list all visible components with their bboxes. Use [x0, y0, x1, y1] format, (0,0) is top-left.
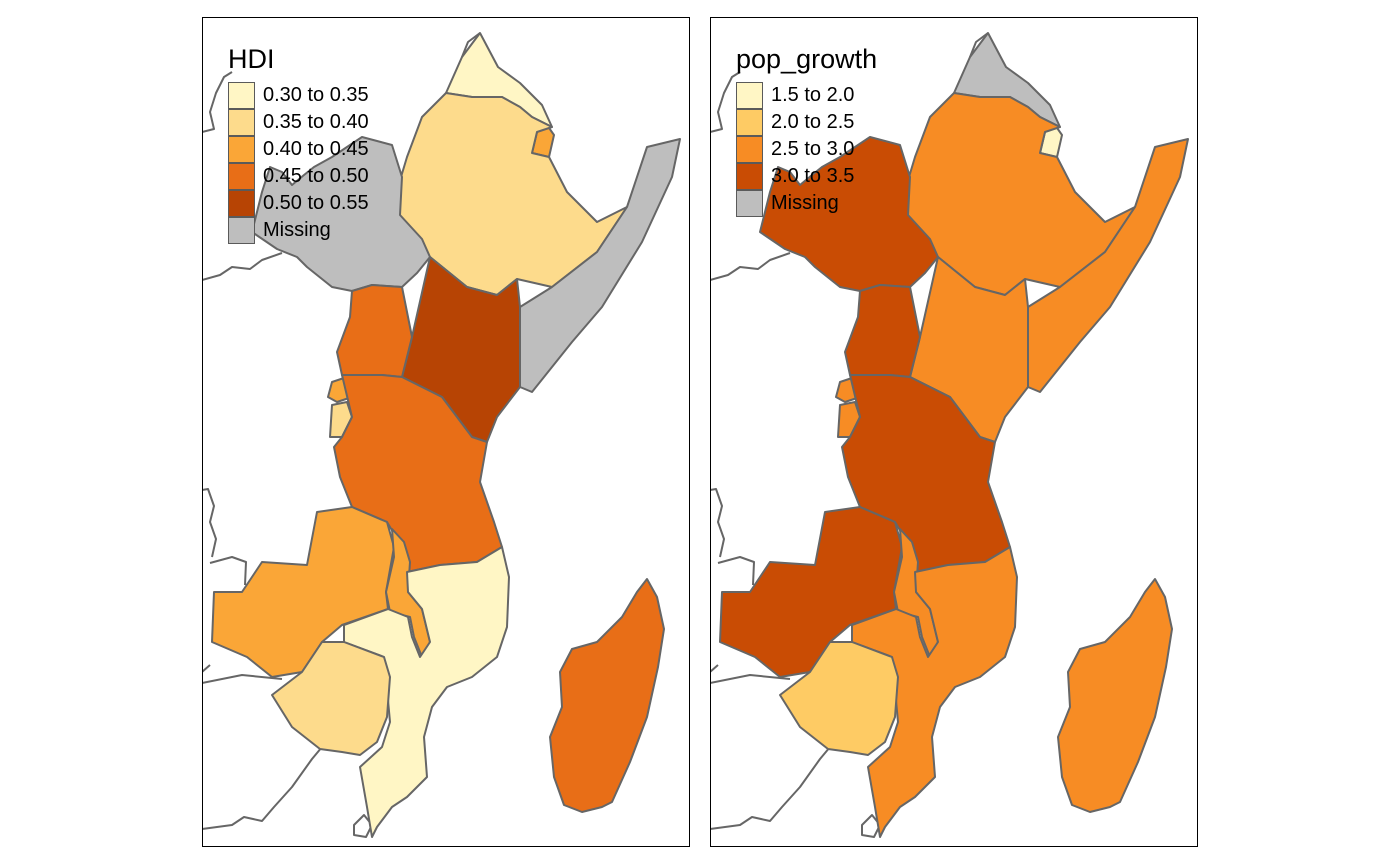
map-panel-hdi: HDI 0.30 to 0.35 0.35 to 0.40 0.40 to 0.… [202, 17, 690, 847]
legend-swatch [228, 136, 255, 163]
legend-label: 3.0 to 3.5 [771, 165, 855, 187]
legend-item: 0.45 to 0.50 [228, 163, 369, 190]
legend-item: 0.50 to 0.55 [228, 190, 369, 217]
neighbor-border-line [202, 746, 323, 830]
legend-label: 1.5 to 2.0 [771, 84, 855, 106]
legend-label: Missing [263, 219, 331, 241]
legend-title: pop_growth [736, 44, 878, 74]
neighbor-border-line [710, 71, 741, 133]
neighbor-border-line [202, 674, 283, 684]
region-mozambique[interactable] [343, 546, 510, 838]
region-mozambique[interactable] [851, 546, 1018, 838]
neighbor-border-line [861, 814, 881, 838]
neighbor-border-line [710, 252, 791, 281]
legend-pop-growth: pop_growth 1.5 to 2.0 2.0 to 2.5 2.5 to … [736, 43, 877, 217]
neighbor-border-line [710, 674, 791, 684]
map-canvas-pop-growth [710, 32, 1189, 838]
neighbor-border-line [209, 556, 247, 586]
legend-label: 2.0 to 2.5 [771, 111, 855, 133]
neighbor-border-line [710, 488, 725, 558]
region-zimbabwe[interactable] [779, 641, 899, 756]
neighbor-border-line [202, 252, 283, 281]
legend-label: 0.45 to 0.50 [263, 165, 369, 187]
neighbor-border-line [969, 32, 989, 58]
legend-swatch [228, 82, 255, 109]
legend-item: 3.0 to 3.5 [736, 163, 877, 190]
neighbor-border-line [202, 664, 211, 673]
region-madagascar[interactable] [1057, 578, 1173, 813]
region-uganda[interactable] [844, 284, 921, 378]
legend-label: 0.50 to 0.55 [263, 192, 369, 214]
legend-swatch [228, 163, 255, 190]
legend-item: 0.35 to 0.40 [228, 109, 369, 136]
legend-swatch [736, 109, 763, 136]
map-canvas-hdi [202, 32, 681, 838]
region-south-sudan[interactable] [251, 136, 431, 292]
neighbor-border-line [461, 32, 481, 58]
legend-item: 2.0 to 2.5 [736, 109, 877, 136]
region-madagascar[interactable] [549, 578, 665, 813]
neighbor-border-line [353, 814, 373, 838]
neighbor-border-line [717, 556, 755, 586]
region-somalia[interactable] [519, 138, 681, 393]
neighbor-border-line [710, 664, 719, 673]
neighbor-border-line [202, 488, 217, 558]
legend-item: 1.5 to 2.0 [736, 82, 877, 109]
legend-swatch [736, 163, 763, 190]
region-somalia[interactable] [1027, 138, 1189, 393]
legend-label: 0.40 to 0.45 [263, 138, 369, 160]
legend-title: HDI [228, 44, 275, 74]
legend-hdi: HDI 0.30 to 0.35 0.35 to 0.40 0.40 to 0.… [228, 43, 369, 244]
neighbor-border-line [710, 746, 831, 830]
neighbor-border-line [202, 71, 233, 133]
legend-label: 2.5 to 3.0 [771, 138, 855, 160]
map-panel-pop-growth: pop_growth 1.5 to 2.0 2.0 to 2.5 2.5 to … [710, 17, 1198, 847]
legend-item: 0.40 to 0.45 [228, 136, 369, 163]
region-zimbabwe[interactable] [271, 641, 391, 756]
legend-label: 0.35 to 0.40 [263, 111, 369, 133]
legend-swatch [228, 190, 255, 217]
legend-item: 2.5 to 3.0 [736, 136, 877, 163]
legend-item: Missing [736, 190, 877, 217]
legend-item: Missing [228, 217, 331, 244]
legend-swatch [228, 217, 255, 244]
legend-item: 0.30 to 0.35 [228, 82, 369, 109]
legend-swatch [736, 82, 763, 109]
legend-label: Missing [771, 192, 839, 214]
legend-label: 0.30 to 0.35 [263, 84, 369, 106]
legend-swatch [736, 190, 763, 217]
legend-swatch [228, 109, 255, 136]
legend-swatch [736, 136, 763, 163]
region-uganda[interactable] [336, 284, 413, 378]
region-south-sudan[interactable] [759, 136, 939, 292]
